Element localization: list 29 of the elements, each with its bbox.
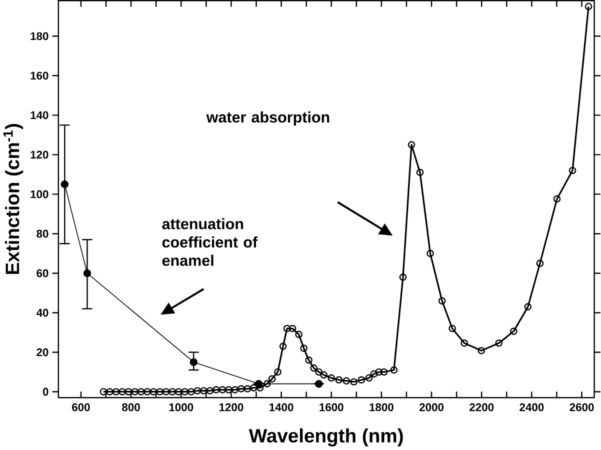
x-tick-label: 1600 bbox=[320, 403, 344, 412]
y-tick-label: 80 bbox=[36, 230, 48, 238]
x-tick-label: 800 bbox=[122, 403, 140, 412]
x-tick-label: 1200 bbox=[219, 403, 244, 412]
x-tick-label: 1800 bbox=[370, 403, 394, 412]
y-tick-label: 160 bbox=[30, 72, 48, 80]
y-tick-label: 40 bbox=[36, 308, 48, 317]
point bbox=[60, 180, 69, 188]
y-tick-label: 60 bbox=[36, 269, 48, 278]
x-tick-label: 2400 bbox=[520, 403, 544, 412]
y-tick-label: 0 bbox=[42, 388, 48, 396]
point bbox=[83, 269, 92, 278]
x-tick-label: 1400 bbox=[270, 403, 294, 412]
annotation: water absorption bbox=[206, 112, 330, 126]
x-tick-label: 2000 bbox=[419, 403, 444, 412]
point bbox=[190, 358, 198, 366]
y-axis-title: Extinction (cm$^{-1}$) bbox=[3, 124, 24, 274]
y-tick-label: 100 bbox=[30, 190, 48, 198]
y-tick-label: 120 bbox=[30, 150, 48, 159]
x-tick-label: 600 bbox=[72, 403, 90, 412]
x-tick-label: 2200 bbox=[470, 403, 494, 412]
point bbox=[314, 380, 323, 388]
annotation: attenuation coefficient of enamel bbox=[162, 218, 258, 266]
y-tick-label: 20 bbox=[36, 348, 48, 356]
x-axis-title: Wavelength (nm) bbox=[248, 428, 403, 447]
x-tick-label: 2600 bbox=[570, 403, 594, 412]
x-tick-label: 1000 bbox=[169, 403, 194, 412]
y-tick-label: 180 bbox=[30, 32, 48, 40]
y-tick-label: 140 bbox=[30, 111, 48, 120]
